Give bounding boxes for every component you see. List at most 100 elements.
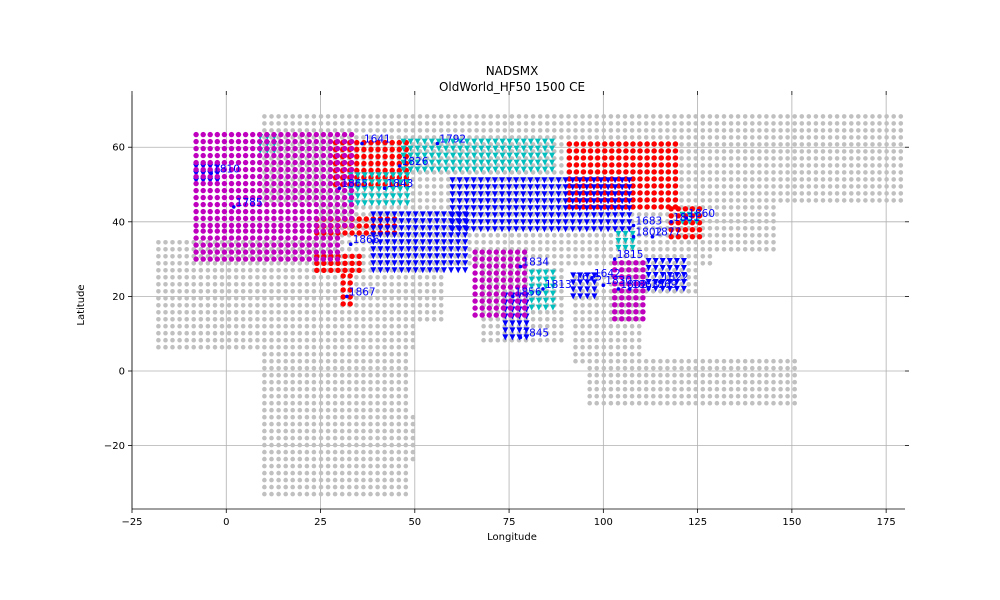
background-cell <box>339 121 345 126</box>
blue-cell <box>391 267 398 274</box>
background-cell <box>396 365 402 371</box>
blue-cell <box>384 218 391 225</box>
background-cell <box>205 261 211 266</box>
background-cell <box>693 275 698 280</box>
background-cell <box>269 463 274 469</box>
background-cell <box>629 121 635 126</box>
magenta-cell <box>257 138 263 145</box>
background-cell <box>495 240 501 245</box>
red-cell <box>651 169 657 175</box>
background-cell <box>269 449 274 455</box>
blue-cell <box>645 279 652 285</box>
blue-cell <box>214 170 221 177</box>
background-cell <box>516 128 522 133</box>
background-cell <box>375 393 380 399</box>
background-cell <box>325 449 331 455</box>
background-cell <box>877 142 882 147</box>
magenta-cell <box>214 166 220 173</box>
magenta-cell <box>334 145 341 152</box>
cyan-cell <box>513 145 520 152</box>
magenta-cell <box>521 256 528 262</box>
blue-cell <box>605 212 612 219</box>
blue-cell <box>562 212 569 219</box>
background-cell <box>410 142 416 147</box>
background-cell <box>665 114 670 119</box>
magenta-cell <box>348 173 355 180</box>
magenta-cell <box>313 256 319 262</box>
background-cell <box>629 330 635 336</box>
blue-cell <box>484 226 491 233</box>
background-cell <box>672 379 677 385</box>
red-cell <box>382 153 388 160</box>
background-cell <box>368 400 373 406</box>
red-cell <box>396 153 402 160</box>
red-cell <box>580 141 587 147</box>
magenta-cell <box>200 215 206 222</box>
blue-cell <box>569 184 576 191</box>
cyan-cell <box>457 166 464 173</box>
background-cell <box>382 379 387 385</box>
magenta-cell <box>200 242 206 248</box>
blue-cell <box>419 267 426 274</box>
background-cell <box>530 310 536 315</box>
magenta-cell <box>327 180 334 187</box>
red-cell <box>665 176 672 182</box>
background-cell <box>212 289 218 294</box>
magenta-cell <box>327 194 334 201</box>
cyan-cell <box>541 145 548 152</box>
background-cell <box>629 135 635 140</box>
cyan-cell <box>622 237 629 244</box>
background-cell <box>156 303 161 308</box>
blue-cell <box>527 219 534 226</box>
magenta-cell <box>313 187 319 194</box>
magenta-cell <box>250 187 256 194</box>
blue-cell <box>441 225 447 232</box>
magenta-cell <box>500 305 507 311</box>
background-cell <box>240 323 246 329</box>
magenta-cell <box>320 194 327 201</box>
background-cell <box>431 275 437 280</box>
magenta-cell <box>306 249 312 255</box>
background-cell <box>559 303 564 308</box>
background-cell <box>721 212 727 217</box>
background-cell <box>813 198 819 203</box>
background-cell <box>269 428 274 434</box>
background-cell <box>297 386 303 392</box>
red-cell <box>668 234 674 240</box>
background-cell <box>389 121 395 126</box>
magenta-cell <box>521 249 528 255</box>
background-cell <box>269 386 274 392</box>
background-cell <box>354 477 359 483</box>
year-marker <box>631 234 636 239</box>
background-cell <box>438 289 444 294</box>
red-cell <box>672 155 679 161</box>
background-cell <box>410 303 416 308</box>
background-cell <box>601 289 607 294</box>
background-cell <box>813 177 819 182</box>
background-cell <box>537 233 543 238</box>
background-cell <box>622 337 628 343</box>
blue-cell <box>548 205 555 212</box>
red-cell <box>644 148 650 154</box>
year-marker <box>397 164 402 168</box>
cyan-cell <box>428 152 435 159</box>
magenta-cell <box>313 228 319 234</box>
background-cell <box>368 289 373 294</box>
background-cell <box>417 317 423 322</box>
background-cell <box>559 121 564 126</box>
background-cell <box>594 114 599 119</box>
background-cell <box>389 135 395 140</box>
background-cell <box>559 317 564 322</box>
background-cell <box>163 268 168 273</box>
red-cell <box>644 141 650 147</box>
blue-cell <box>456 191 463 198</box>
background-cell <box>354 344 359 350</box>
background-cell <box>156 253 161 259</box>
background-cell <box>693 289 698 294</box>
background-cell <box>297 449 303 455</box>
year-marker <box>541 287 545 291</box>
blue-cell <box>419 211 426 218</box>
blue-cell <box>520 219 527 226</box>
background-cell <box>863 128 868 133</box>
magenta-cell <box>278 242 284 248</box>
